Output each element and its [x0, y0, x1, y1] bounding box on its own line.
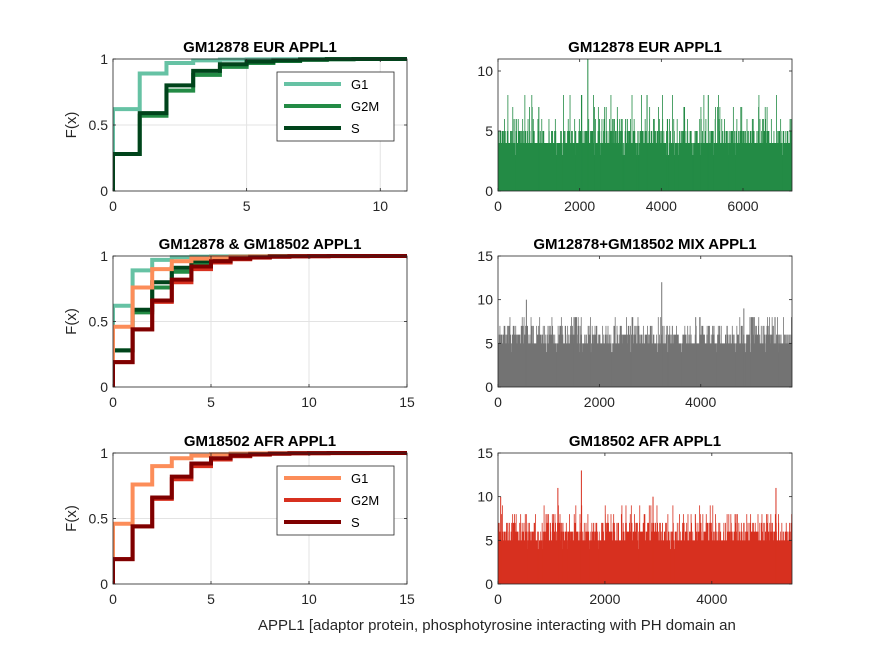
y-tick-label: 10 [477, 489, 493, 505]
legend-label: G2M [351, 99, 379, 114]
subplot-p3: 0 5 10 15 0 0.5 1 GM12878 & GM18502 APPL1 F(x) [63, 236, 415, 410]
x-tick-label: 0 [109, 198, 117, 214]
y-axis-label: F(x) [63, 112, 80, 139]
x-tick-label: 5 [207, 591, 215, 607]
count-spikes [498, 505, 792, 584]
x-tick-label: 4000 [696, 591, 727, 607]
y-tick-label: 0 [100, 183, 108, 199]
y-tick-label: 0 [485, 379, 493, 395]
x-tick-label: 0 [109, 394, 117, 410]
y-tick-label: 1 [100, 51, 108, 67]
legend: G1 G2M S [276, 71, 395, 142]
x-tick-label: 10 [301, 394, 317, 410]
axes-box [497, 58, 793, 192]
y-tick-label: 5 [485, 123, 493, 139]
y-tick-label: 0 [485, 576, 493, 592]
subplot-p4: 0 2000 4000 0 5 10 15 GM12878+GM18502 MIX APPL1 [477, 236, 793, 410]
y-axis-label: F(x) [63, 308, 80, 335]
y-tick-label: 10 [477, 63, 493, 79]
x-tick-label: 4000 [685, 394, 716, 410]
axes-box [497, 255, 793, 388]
subplot-p2: 0 2000 4000 6000 0 5 10 GM12878 EUR APPL1 [477, 39, 793, 214]
count-spikes [498, 95, 792, 191]
subplot-p6: 0 2000 4000 0 5 10 15 GM18502 AFR APPL1 [477, 433, 793, 607]
subplot-title: GM12878 EUR APPL1 [183, 39, 337, 56]
x-tick-label: 2000 [584, 394, 615, 410]
legend-label: G1 [351, 77, 368, 92]
x-tick-label: 0 [494, 394, 502, 410]
subplot-title: GM12878 EUR APPL1 [568, 39, 722, 56]
legend-label: G1 [351, 471, 368, 486]
x-tick-label: 15 [399, 394, 415, 410]
axes-box [497, 452, 793, 585]
x-tick-label: 0 [494, 591, 502, 607]
subplot-p1: 0 5 10 0 0.5 1 GM12878 EUR APPL1 F(x) G1 G2M S [63, 39, 408, 214]
y-axis-label: F(x) [63, 505, 80, 532]
x-tick-label: 4000 [646, 198, 677, 214]
y-tick-label: 0 [485, 183, 493, 199]
legend-label: G2M [351, 493, 379, 508]
x-tick-label: 15 [399, 591, 415, 607]
subplot-title: GM18502 AFR APPL1 [184, 433, 336, 450]
x-tick-label: 2000 [589, 591, 620, 607]
subplot-p5: 0 5 10 15 0 0.5 1 GM18502 AFR APPL1 F(x) G1 G2M S [63, 433, 415, 607]
x-tick-label: 0 [494, 198, 502, 214]
legend: G1 G2M S [276, 465, 395, 536]
data-layer [498, 470, 792, 584]
y-tick-label: 15 [477, 248, 493, 264]
x-tick-label: 10 [372, 198, 388, 214]
legend-label: S [351, 121, 360, 136]
subplot-title: GM12878+GM18502 MIX APPL1 [533, 236, 756, 253]
subplot-title: GM18502 AFR APPL1 [569, 433, 721, 450]
x-tick-label: 5 [207, 394, 215, 410]
y-tick-label: 0.5 [89, 511, 109, 527]
y-tick-label: 5 [485, 532, 493, 548]
x-tick-label: 2000 [564, 198, 595, 214]
y-tick-label: 10 [477, 292, 493, 308]
y-tick-label: 0.5 [89, 117, 109, 133]
legend-label: S [351, 515, 360, 530]
data-layer [498, 59, 792, 191]
data-layer [498, 282, 792, 387]
x-tick-label: 6000 [727, 198, 758, 214]
y-tick-label: 15 [477, 445, 493, 461]
y-tick-label: 0.5 [89, 314, 109, 330]
count-spikes [498, 317, 792, 387]
x-tick-label: 10 [301, 591, 317, 607]
x-tick-label: 0 [109, 591, 117, 607]
y-tick-label: 1 [100, 445, 108, 461]
y-tick-label: 1 [100, 248, 108, 264]
subplot-title: GM12878 & GM18502 APPL1 [159, 236, 362, 253]
figure-xlabel: APPL1 [adaptor protein, phosphotyrosine … [258, 617, 736, 634]
y-tick-label: 0 [100, 576, 108, 592]
y-tick-label: 5 [485, 335, 493, 351]
x-tick-label: 5 [243, 198, 251, 214]
y-tick-label: 0 [100, 379, 108, 395]
